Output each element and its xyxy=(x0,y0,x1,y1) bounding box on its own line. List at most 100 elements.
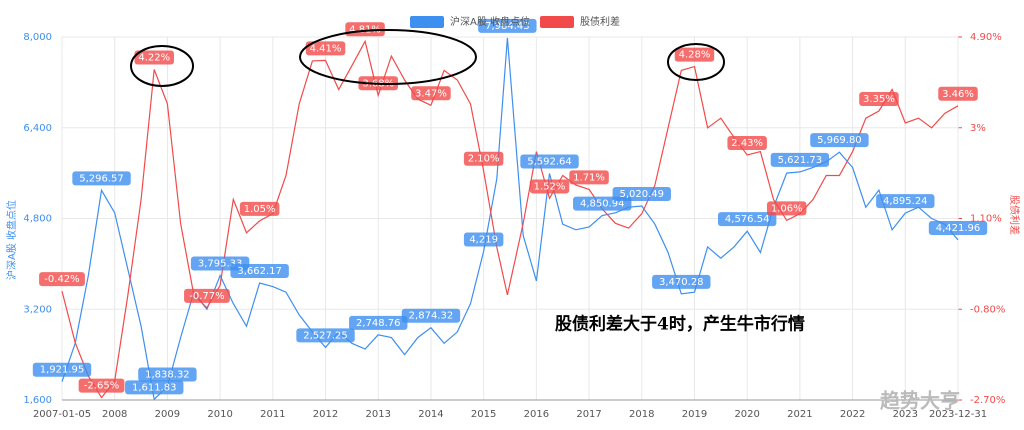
x-tick-label: 2012 xyxy=(313,409,338,420)
value-label: 5,020.49 xyxy=(619,189,664,200)
value-label-box xyxy=(125,380,184,395)
value-label-box xyxy=(766,201,807,216)
x-tick-label: 2014 xyxy=(418,409,443,420)
value-label-box xyxy=(859,92,899,107)
value-label: 1.71% xyxy=(573,172,605,183)
x-tick-label: 2020 xyxy=(734,409,759,420)
y-tick-label: 3,200 xyxy=(23,304,52,315)
value-label: 3,795.33 xyxy=(198,258,243,269)
value-label-box xyxy=(32,362,92,377)
value-label: 4.81% xyxy=(349,24,381,35)
y2-tick-label: 3% xyxy=(970,123,986,134)
x-tick-label: 2009 xyxy=(155,409,180,420)
legend-label: 股债利差 xyxy=(580,15,620,28)
value-label-box xyxy=(652,274,711,289)
x-tick-label: 2017 xyxy=(576,409,601,420)
value-label: 1.05% xyxy=(244,204,276,215)
x-tick-label: 2011 xyxy=(260,409,285,420)
value-label: 2,874.32 xyxy=(409,311,454,322)
legend-label: 沪深A股 收盘点位 xyxy=(450,15,530,28)
value-label: 4,421.96 xyxy=(936,223,981,234)
value-label-box xyxy=(938,86,978,101)
y-tick-label: 6,400 xyxy=(23,123,52,134)
grid: 1,600 3,200 4,800 6,400 8,000 -2.70% -0.80% 1.1… xyxy=(23,32,1005,420)
x-tick-label: 2010 xyxy=(207,409,232,420)
value-label: 1.06% xyxy=(771,203,803,214)
y-tick-label: 4,800 xyxy=(23,214,52,225)
value-label: 4,895.24 xyxy=(883,196,928,207)
value-label-box xyxy=(529,179,570,194)
highlight-ellipse xyxy=(299,29,477,85)
value-label-box xyxy=(463,151,504,166)
value-label-box xyxy=(770,152,830,167)
value-label-box xyxy=(463,232,504,247)
y2-tick-label: 1.10% xyxy=(970,214,1002,225)
value-label: 4,850.94 xyxy=(580,199,625,210)
y2-tick-label: -0.80% xyxy=(970,304,1005,315)
x-tick-label: 2008 xyxy=(102,409,127,420)
value-label-box xyxy=(478,18,537,33)
value-label: 3,470.28 xyxy=(659,277,704,288)
value-label: 5,621.73 xyxy=(778,155,823,166)
value-label: 5,969.80 xyxy=(817,135,862,146)
y2-axis-title: 股债利差 xyxy=(1008,195,1021,235)
x-tick-label: 2016 xyxy=(524,409,549,420)
watermark: 趋势大亨 xyxy=(880,389,960,413)
value-label-box xyxy=(401,308,461,323)
value-label: 1,921.95 xyxy=(40,365,85,376)
x-tick-label: 2013 xyxy=(366,409,391,420)
value-label-box xyxy=(39,272,85,287)
value-label: -0.77% xyxy=(189,291,224,302)
value-label: 4.41% xyxy=(310,43,342,54)
value-label: 3.47% xyxy=(415,88,447,99)
x-tick-label: 2022 xyxy=(840,409,865,420)
x-tick-label: 2023-12-31 xyxy=(929,409,987,420)
highlight-ellipse xyxy=(130,45,194,87)
value-label: 3.46% xyxy=(942,89,974,100)
value-label-box xyxy=(138,367,197,382)
value-label-box xyxy=(717,212,777,227)
value-label: 4.28% xyxy=(679,50,711,61)
value-label: 1,611.83 xyxy=(132,382,177,393)
value-label-box xyxy=(349,315,408,330)
y2-tick-label: 4.90% xyxy=(970,32,1002,43)
y-tick-label: 1,600 xyxy=(23,395,52,406)
value-label-box xyxy=(411,86,451,101)
value-label-box xyxy=(520,154,579,169)
value-label: 3.35% xyxy=(863,94,895,105)
value-label-box xyxy=(674,47,715,62)
value-label-box xyxy=(810,133,869,148)
value-label-box xyxy=(727,135,767,150)
value-label-box xyxy=(305,41,346,56)
value-label-box xyxy=(230,264,289,279)
value-label: -0.42% xyxy=(44,274,79,285)
value-label-box xyxy=(239,201,280,216)
legend-swatch xyxy=(410,16,444,28)
value-label-box xyxy=(184,288,230,303)
value-label: 2,527.25 xyxy=(303,330,348,341)
value-label-box xyxy=(928,220,988,235)
value-label-box xyxy=(296,328,355,343)
y-tick-label: 8,000 xyxy=(23,32,52,43)
value-label: 7,984.43 xyxy=(485,21,530,32)
value-label-box xyxy=(134,50,174,65)
value-label-box xyxy=(72,171,131,186)
highlight-ellipse xyxy=(667,43,725,81)
value-label: 4,219 xyxy=(469,234,498,245)
x-tick-label: 2007-01-05 xyxy=(33,409,91,420)
value-label: 2.43% xyxy=(731,138,763,149)
x-tick-label: 2021 xyxy=(787,409,812,420)
value-label-box xyxy=(612,186,671,201)
value-label: 1.52% xyxy=(534,181,566,192)
x-tick-label: 2019 xyxy=(682,409,707,420)
value-label: -2.65% xyxy=(84,381,119,392)
value-label-box xyxy=(876,194,935,209)
value-label: 5,296.57 xyxy=(79,173,124,184)
x-tick-label: 2015 xyxy=(471,409,496,420)
y-axis-title: 沪深A股 收盘点位 xyxy=(5,200,18,280)
y2-tick-label: -2.70% xyxy=(970,395,1005,406)
value-label: 2.10% xyxy=(468,154,500,165)
value-label: 4,576.54 xyxy=(725,214,770,225)
